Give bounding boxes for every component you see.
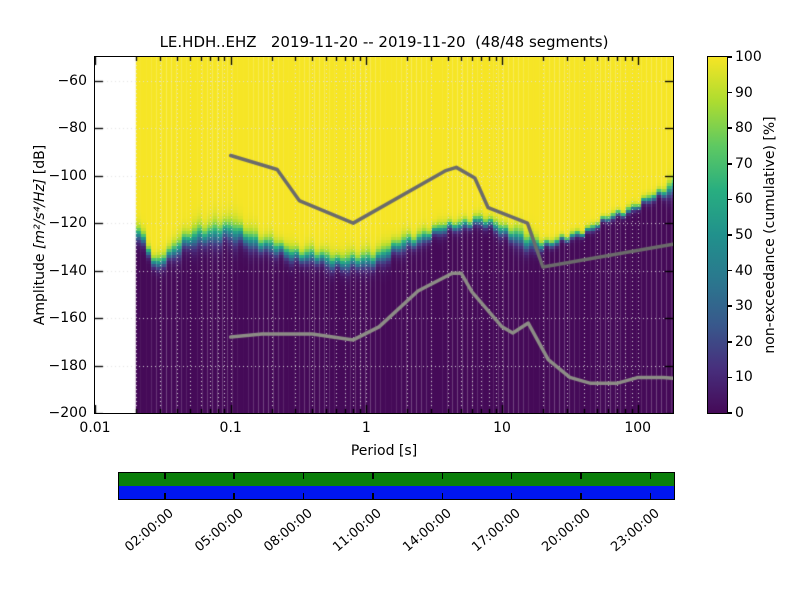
colorbar-tick-label: 20 (735, 333, 753, 350)
colorbar-tick (727, 163, 732, 165)
colorbar-tick-label: 90 (735, 84, 753, 101)
x-tick-label: 0.1 (219, 420, 242, 436)
colorbar-tick-label: 80 (735, 120, 753, 137)
timeline-tick (441, 492, 443, 499)
colorbar-tick (727, 305, 732, 307)
timeline-tick (233, 472, 235, 479)
timeline-tick (580, 472, 582, 479)
colorbar-tick (727, 376, 732, 379)
colorbar-tick-label: 10 (735, 369, 753, 386)
y-tick-label: −180 (48, 357, 87, 374)
colorbar-tick (727, 198, 732, 201)
timeline-tick (580, 492, 582, 499)
coverage-bar-green-strip (118, 472, 674, 486)
colorbar-tick-label: 100 (735, 49, 762, 65)
colorbar-tick-label: 50 (735, 227, 753, 243)
timeline-tick-label: 20:00:00 (538, 506, 594, 556)
timeline-tick (164, 472, 166, 479)
data-coverage-bar (117, 471, 675, 500)
colorbar-tick (727, 269, 732, 272)
colorbar-label: non-exceedance (cumulative) [%] (762, 116, 778, 354)
timeline-tick-label: 23:00:00 (608, 506, 663, 556)
x-tick-label: 10 (493, 420, 511, 436)
timeline-tick-label: 17:00:00 (469, 506, 524, 556)
colorbar-tick (727, 341, 732, 343)
timeline-tick-label: 02:00:00 (122, 506, 177, 556)
colorbar-tick (727, 412, 732, 414)
colorbar-tick-label: 60 (735, 191, 753, 208)
colorbar-tick-label: 30 (735, 298, 753, 315)
y-tick-label: −160 (48, 310, 87, 327)
timeline-tick (164, 492, 166, 499)
y-tick-label: −80 (57, 120, 87, 137)
colorbar-tick (727, 91, 732, 94)
y-tick-label: −100 (48, 167, 87, 184)
colorbar-tick-label: 40 (735, 262, 753, 279)
colorbar-tick (727, 56, 732, 58)
timeline-tick (302, 492, 305, 499)
timeline-tick (302, 472, 305, 479)
x-tick-label: 0.01 (79, 420, 111, 436)
y-axis-label-units: [m²/s⁴/Hz] (32, 178, 48, 250)
y-tick-label: −120 (48, 215, 87, 232)
timeline-tick-label: 11:00:00 (330, 506, 386, 556)
timeline-tick (510, 472, 513, 479)
colorbar (706, 55, 728, 414)
timeline-tick (372, 492, 374, 499)
colorbar-tick-label: 0 (735, 405, 744, 421)
timeline-tick (441, 472, 443, 479)
timeline-tick (233, 492, 235, 499)
timeline-tick-label: 14:00:00 (400, 506, 455, 556)
x-axis-label: Period [s] (350, 443, 418, 459)
y-tick-label: −200 (48, 405, 87, 421)
timeline-tick-label: 08:00:00 (261, 506, 316, 556)
timeline-tick (510, 492, 513, 499)
timeline-tick-label: 05:00:00 (191, 506, 247, 556)
coverage-bar-blue-strip (118, 485, 674, 499)
x-tick-label: 1 (361, 420, 371, 436)
timeline-tick (649, 492, 652, 499)
plot-title: LE.HDH..EHZ 2019-11-20 -- 2019-11-20 (48… (159, 33, 609, 51)
colorbar-tick-label: 70 (735, 155, 753, 172)
colorbar-tick (727, 234, 732, 236)
y-tick-label: −60 (57, 72, 87, 89)
timeline-tick (372, 472, 374, 479)
plot-area-frame (93, 55, 674, 414)
ppsd-heatmap-canvas (94, 56, 673, 413)
colorbar-tick (727, 127, 732, 129)
timeline-tick (649, 472, 652, 479)
y-tick-label: −140 (48, 262, 87, 279)
x-tick-label: 100 (624, 420, 652, 436)
